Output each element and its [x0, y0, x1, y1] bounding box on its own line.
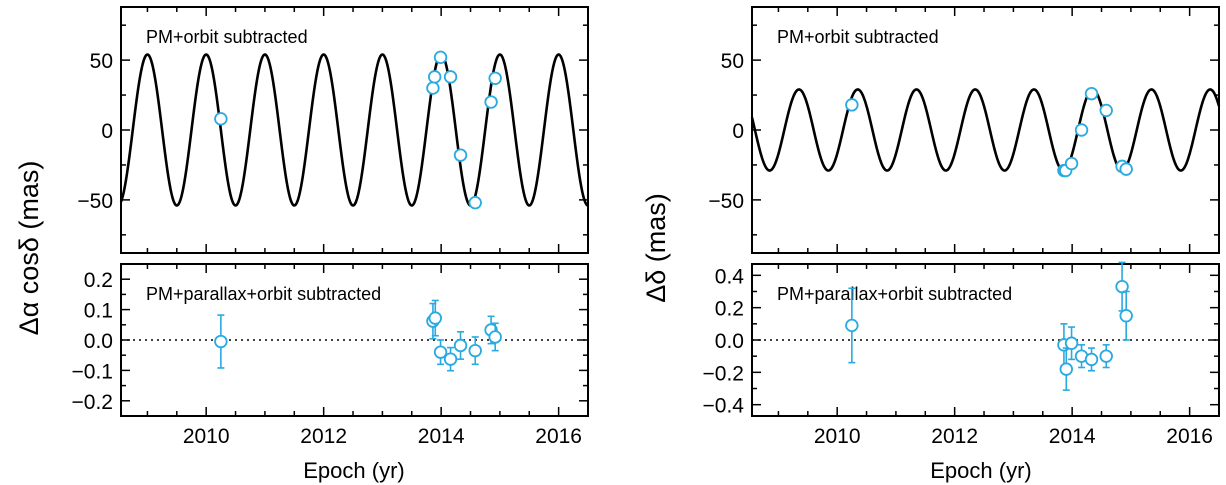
x-tick-label: 2012	[931, 425, 978, 448]
panel-left-top: −50 0 50 PM+orbit subtracted	[77, 6, 589, 254]
data-point	[1084, 352, 1099, 367]
y-tick-label: 50	[721, 50, 744, 73]
data-point	[1099, 103, 1113, 118]
panel-annotation: PM+orbit subtracted	[777, 27, 939, 47]
x-tick-label: 2014	[418, 425, 465, 448]
panel-right-top: −50 0 50 PM+orbit subtracted	[708, 6, 1221, 254]
y-tick-label: −0.1	[72, 360, 113, 383]
right-xlabel: Epoch (yr)	[930, 458, 1031, 483]
y-tick-label: 50	[90, 50, 113, 73]
left-xlabel: Epoch (yr)	[303, 458, 404, 483]
y-tick-label: 0.2	[84, 269, 113, 292]
data-point	[845, 98, 859, 112]
data-point	[214, 334, 228, 349]
data-point	[433, 345, 448, 359]
panel-annotation: PM+parallax+orbit subtracted	[146, 284, 381, 304]
data-point	[468, 195, 482, 210]
x-tick-label: 2010	[183, 425, 230, 448]
data-point	[443, 70, 458, 84]
data-point	[488, 71, 502, 85]
y-tick-label: 0.4	[715, 265, 745, 288]
y-tick-label: −0.4	[703, 395, 745, 418]
y-tick-label: 0	[101, 120, 113, 143]
orbit-model-curve	[119, 53, 589, 207]
data-point	[433, 50, 448, 65]
y-tick-label: 0.0	[715, 330, 744, 353]
panel-annotation: PM+parallax+orbit subtracted	[777, 284, 1012, 304]
y-tick-label: −0.2	[72, 391, 113, 414]
left-ylabel: Δα cosδ (mas)	[14, 161, 44, 336]
data-point	[1059, 362, 1073, 376]
data-point	[453, 148, 468, 162]
x-tick-label: 2016	[1166, 425, 1213, 448]
right-ylabel: Δδ (mas)	[641, 193, 671, 303]
y-tick-label: −50	[708, 190, 744, 213]
data-point	[214, 112, 228, 126]
data-point	[1119, 309, 1133, 323]
data-point	[1099, 349, 1113, 363]
y-tick-label: −0.2	[703, 362, 744, 385]
data-point	[1064, 156, 1079, 171]
data-point	[428, 311, 442, 325]
y-tick-label: 0.1	[84, 300, 113, 323]
data-point	[453, 338, 468, 353]
data-point	[427, 70, 442, 84]
panel-left-bottom: 2010 2012 2014 2016 −0.2 −0.1 0.0 0.1 0.2 PM+para…	[72, 263, 589, 448]
data-point	[443, 352, 458, 366]
x-tick-label: 2012	[300, 425, 347, 448]
y-tick-label: −50	[77, 190, 113, 213]
data-point	[484, 95, 498, 109]
data-point	[488, 330, 502, 344]
y-tick-label: 0.2	[715, 298, 744, 321]
data-point	[1119, 162, 1133, 176]
data-point	[1064, 336, 1079, 350]
y-tick-label: 0.0	[84, 330, 113, 353]
data-point	[1084, 86, 1099, 101]
panel-right-bottom: 2010 2012 2014 2016 −0.4 −0.2 0.0 0.2 0.4 PM+para…	[703, 261, 1220, 448]
x-tick-label: 2010	[814, 425, 861, 448]
orbit-model-curve	[750, 88, 1221, 172]
data-point	[1074, 123, 1089, 137]
data-point	[468, 343, 482, 358]
panel-annotation: PM+orbit subtracted	[146, 27, 308, 47]
x-tick-label: 2016	[535, 425, 582, 448]
x-tick-label: 2014	[1049, 425, 1096, 448]
data-point	[1115, 279, 1129, 294]
y-tick-label: 0	[732, 120, 744, 143]
data-point	[845, 318, 859, 333]
data-point	[426, 81, 440, 95]
